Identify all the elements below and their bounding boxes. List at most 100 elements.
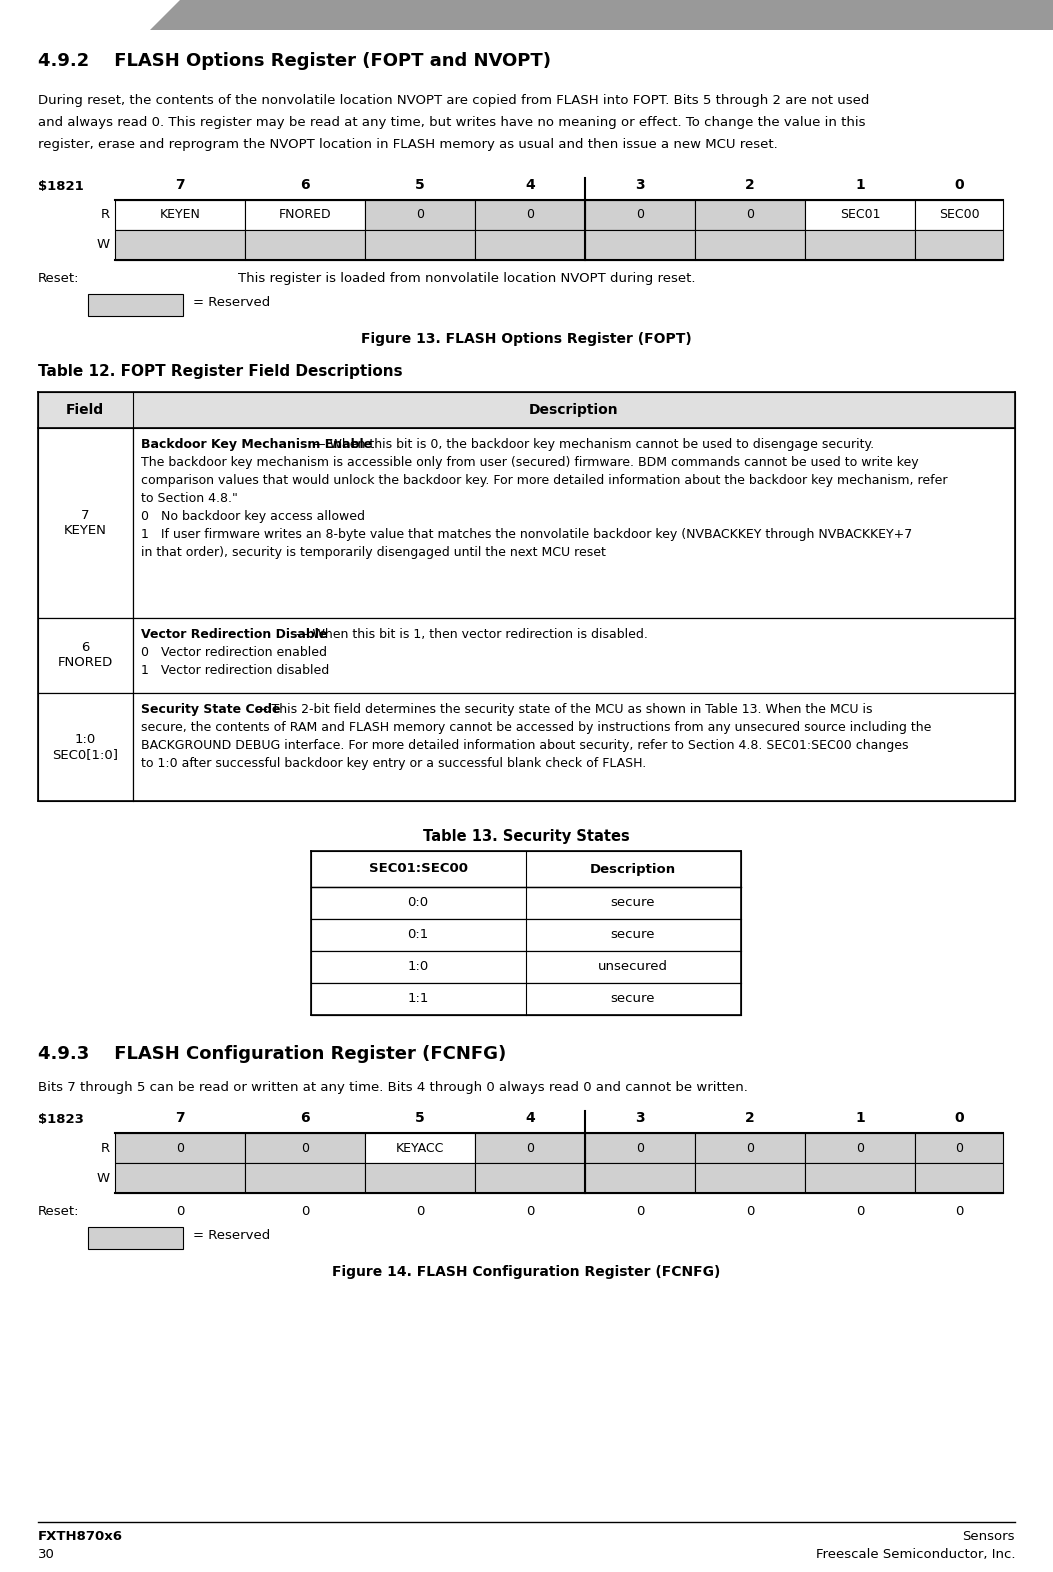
Text: 1:0: 1:0 — [408, 960, 429, 973]
Bar — [38, 693, 133, 802]
Text: 6
FNORED: 6 FNORED — [57, 641, 113, 670]
Text: 5: 5 — [415, 1111, 424, 1126]
Text: 0:0: 0:0 — [408, 896, 429, 910]
Text: During reset, the contents of the nonvolatile location NVOPT are copied from FLA: During reset, the contents of the nonvol… — [38, 94, 870, 107]
Text: Reset:: Reset: — [38, 272, 79, 285]
Bar — [88, 294, 183, 316]
Text: 0   Vector redirection enabled: 0 Vector redirection enabled — [141, 646, 327, 659]
Bar — [475, 1163, 585, 1193]
Text: 4.9.2    FLASH Options Register (FOPT and NVOPT): 4.9.2 FLASH Options Register (FOPT and N… — [38, 52, 551, 71]
Text: 0   No backdoor key access allowed: 0 No backdoor key access allowed — [141, 509, 365, 523]
Text: BACKGROUND DEBUG interface. For more detailed information about security, refer : BACKGROUND DEBUG interface. For more det… — [141, 739, 909, 751]
Text: 2: 2 — [746, 1111, 755, 1126]
Text: 1:0
SEC0[1:0]: 1:0 SEC0[1:0] — [52, 733, 118, 761]
Text: R: R — [101, 209, 110, 222]
Bar — [915, 1163, 1004, 1193]
Text: Sensors: Sensors — [962, 1530, 1015, 1544]
Bar — [695, 230, 804, 259]
Text: Figure 14. FLASH Configuration Register (FCNFG): Figure 14. FLASH Configuration Register … — [332, 1265, 720, 1280]
Text: $1821: $1821 — [38, 181, 84, 193]
Bar — [115, 1163, 245, 1193]
Text: KEYEN: KEYEN — [160, 209, 200, 222]
Bar — [115, 200, 245, 230]
Bar — [365, 230, 475, 259]
Bar — [133, 428, 1015, 618]
Text: 0:1: 0:1 — [408, 929, 429, 942]
Bar — [365, 1133, 475, 1163]
Bar — [695, 1133, 804, 1163]
Bar — [475, 200, 585, 230]
Text: W: W — [97, 239, 110, 252]
Text: KEYACC: KEYACC — [396, 1141, 444, 1154]
Text: Figure 13. FLASH Options Register (FOPT): Figure 13. FLASH Options Register (FOPT) — [360, 332, 692, 346]
Text: 0: 0 — [636, 1141, 644, 1154]
Text: 0: 0 — [954, 178, 963, 192]
Bar — [311, 920, 741, 951]
Polygon shape — [150, 0, 1053, 30]
Bar — [311, 850, 741, 887]
Text: FXTH870x6: FXTH870x6 — [38, 1530, 123, 1544]
Text: 6: 6 — [300, 178, 310, 192]
Text: 0: 0 — [301, 1141, 309, 1154]
Text: 0: 0 — [746, 1206, 754, 1218]
Text: in that order), security is temporarily disengaged until the next MCU reset: in that order), security is temporarily … — [141, 545, 605, 560]
Text: Description: Description — [530, 402, 619, 417]
Text: 0: 0 — [301, 1206, 310, 1218]
Bar — [585, 1133, 695, 1163]
Text: Table 13. Security States: Table 13. Security States — [422, 828, 630, 844]
Text: $1823: $1823 — [38, 1113, 84, 1126]
Text: 1: 1 — [855, 1111, 865, 1126]
Text: 1   If user firmware writes an 8-byte value that matches the nonvolatile backdoo: 1 If user firmware writes an 8-byte valu… — [141, 528, 912, 541]
Bar — [133, 693, 1015, 802]
Text: 5: 5 — [415, 178, 424, 192]
Bar — [585, 230, 695, 259]
Text: Security State Code: Security State Code — [141, 703, 280, 715]
Text: 30: 30 — [38, 1548, 55, 1561]
Text: Field: Field — [66, 402, 104, 417]
Bar — [245, 1133, 365, 1163]
Bar — [804, 230, 915, 259]
Text: 0: 0 — [525, 1206, 534, 1218]
Text: 2: 2 — [746, 178, 755, 192]
Text: 4: 4 — [525, 178, 535, 192]
Text: W: W — [97, 1171, 110, 1184]
Bar — [311, 887, 741, 920]
Text: to Section 4.8.": to Section 4.8." — [141, 492, 238, 505]
Text: 0: 0 — [954, 1111, 963, 1126]
Bar — [915, 1133, 1004, 1163]
Text: 0: 0 — [856, 1141, 865, 1154]
Text: 7: 7 — [175, 1111, 185, 1126]
Text: SEC01: SEC01 — [839, 209, 880, 222]
Text: 1:1: 1:1 — [408, 992, 429, 1006]
Bar — [365, 200, 475, 230]
Bar — [115, 1133, 245, 1163]
Bar — [245, 230, 365, 259]
Text: 0: 0 — [746, 1141, 754, 1154]
Text: R: R — [101, 1141, 110, 1154]
Text: 0: 0 — [856, 1206, 865, 1218]
Text: 0: 0 — [416, 1206, 424, 1218]
Text: 1   Vector redirection disabled: 1 Vector redirection disabled — [141, 663, 330, 678]
Text: 1: 1 — [855, 178, 865, 192]
Bar — [804, 200, 915, 230]
Text: 6: 6 — [300, 1111, 310, 1126]
Text: 0: 0 — [526, 209, 534, 222]
Bar — [311, 951, 741, 982]
Text: Bits 7 through 5 can be read or written at any time. Bits 4 through 0 always rea: Bits 7 through 5 can be read or written … — [38, 1082, 748, 1094]
Text: secure: secure — [611, 992, 655, 1006]
Text: comparison values that would unlock the backdoor key. For more detailed informat: comparison values that would unlock the … — [141, 475, 948, 487]
Bar — [38, 428, 133, 618]
Text: 0: 0 — [176, 1206, 184, 1218]
Text: — When this bit is 0, the backdoor key mechanism cannot be used to disengage sec: — When this bit is 0, the backdoor key m… — [310, 439, 874, 451]
Text: Reset:: Reset: — [38, 1206, 79, 1218]
Text: 0: 0 — [176, 1141, 184, 1154]
Text: 0: 0 — [955, 1206, 963, 1218]
Text: 0: 0 — [636, 1206, 644, 1218]
Bar — [915, 230, 1004, 259]
Text: 4.9.3    FLASH Configuration Register (FCNFG): 4.9.3 FLASH Configuration Register (FCNF… — [38, 1045, 506, 1063]
Bar — [804, 1133, 915, 1163]
Text: — This 2-bit field determines the security state of the MCU as shown in Table 13: — This 2-bit field determines the securi… — [252, 703, 873, 715]
Bar — [804, 1163, 915, 1193]
Bar — [585, 200, 695, 230]
Text: 0: 0 — [526, 1141, 534, 1154]
